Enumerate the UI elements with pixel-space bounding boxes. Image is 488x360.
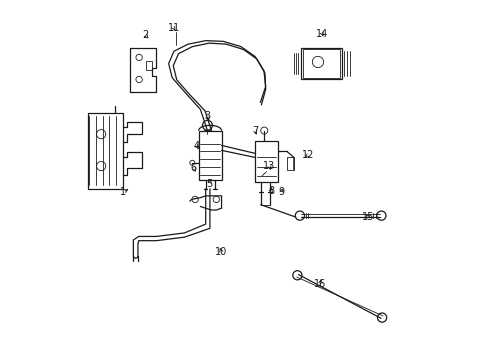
Bar [286, 157, 293, 170]
Text: 5: 5 [205, 179, 212, 189]
Text: 3: 3 [204, 112, 210, 121]
Text: 12: 12 [301, 150, 314, 160]
Text: 11: 11 [167, 23, 180, 33]
Bar [300, 48, 341, 80]
Text: 13: 13 [263, 161, 275, 171]
Text: 7: 7 [251, 126, 258, 136]
Bar [302, 49, 339, 78]
Text: 2: 2 [142, 30, 148, 40]
Text: 14: 14 [315, 28, 327, 39]
Text: 10: 10 [215, 247, 227, 257]
Text: 15: 15 [361, 212, 373, 222]
Text: 6: 6 [190, 163, 196, 173]
Text: 16: 16 [314, 279, 326, 289]
Text: 8: 8 [267, 186, 273, 195]
Bar [198, 131, 221, 180]
Text: 4: 4 [193, 141, 200, 152]
Bar [145, 61, 152, 70]
Text: 1: 1 [120, 187, 125, 197]
Bar [255, 141, 278, 182]
Text: 9: 9 [278, 187, 284, 197]
